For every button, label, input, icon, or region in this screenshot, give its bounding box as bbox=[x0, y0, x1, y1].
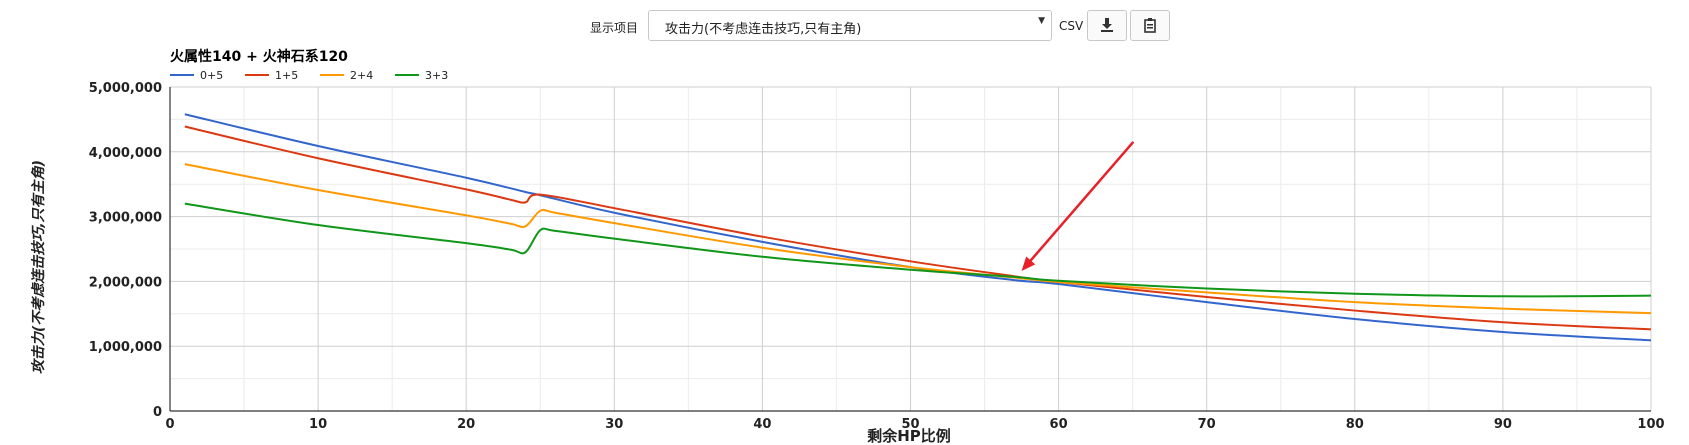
x-tick-label: 80 bbox=[1346, 417, 1364, 432]
legend-label-2: 1+5 bbox=[275, 69, 298, 82]
series-line-3 bbox=[184, 163, 1652, 315]
y-axis-label: 攻击力(不考虑连击技巧,只有主角) bbox=[30, 160, 47, 374]
legend-label-1: 0+5 bbox=[200, 69, 223, 82]
x-tick-label: 30 bbox=[605, 417, 623, 432]
x-tick-label: 20 bbox=[457, 417, 475, 432]
x-tick-label: 0 bbox=[165, 417, 174, 432]
x-tick-label: 40 bbox=[753, 417, 771, 432]
x-tick-label: 100 bbox=[1637, 417, 1664, 432]
chart-title: 火属性140 + 火神石系120 bbox=[170, 48, 348, 65]
y-tick-label: 2,000,000 bbox=[89, 275, 162, 290]
copy-clipboard-button[interactable] bbox=[1130, 10, 1170, 41]
x-tick-label: 50 bbox=[901, 417, 919, 432]
chevron-down-icon: ▼ bbox=[1038, 16, 1045, 26]
legend-label-4: 3+3 bbox=[425, 69, 448, 82]
series-line-2 bbox=[184, 125, 1652, 331]
x-tick-label: 70 bbox=[1198, 417, 1216, 432]
annotation-arrow-head bbox=[1021, 256, 1036, 272]
x-tick-label: 10 bbox=[309, 417, 327, 432]
x-axis-label: 剩余HP比例 bbox=[867, 427, 951, 445]
y-tick-label: 3,000,000 bbox=[89, 211, 162, 226]
display-item-select-value: 攻击力(不考虑连击技巧,只有主角) bbox=[665, 22, 862, 37]
y-tick-label: 0 bbox=[153, 405, 162, 420]
display-item-select[interactable]: 攻击力(不考虑连击技巧,只有主角) ▼ bbox=[648, 10, 1052, 41]
x-tick-label: 90 bbox=[1494, 417, 1512, 432]
annotation-arrow-shaft bbox=[1029, 141, 1134, 262]
display-item-label: 显示项目 bbox=[590, 21, 639, 35]
download-csv-button[interactable] bbox=[1087, 10, 1127, 41]
y-tick-label: 5,000,000 bbox=[89, 81, 162, 96]
y-tick-label: 4,000,000 bbox=[89, 146, 162, 161]
y-tick-label: 1,000,000 bbox=[89, 340, 162, 355]
clipboard-icon bbox=[1144, 18, 1156, 33]
x-tick-label: 60 bbox=[1050, 417, 1068, 432]
csv-label: CSV bbox=[1059, 19, 1084, 33]
toolbar: 显示项目 攻击力(不考虑连击技巧,只有主角) ▼ CSV bbox=[0, 10, 1689, 44]
series-line-4 bbox=[184, 202, 1652, 298]
download-icon bbox=[1101, 18, 1113, 32]
legend-label-3: 2+4 bbox=[350, 69, 373, 82]
